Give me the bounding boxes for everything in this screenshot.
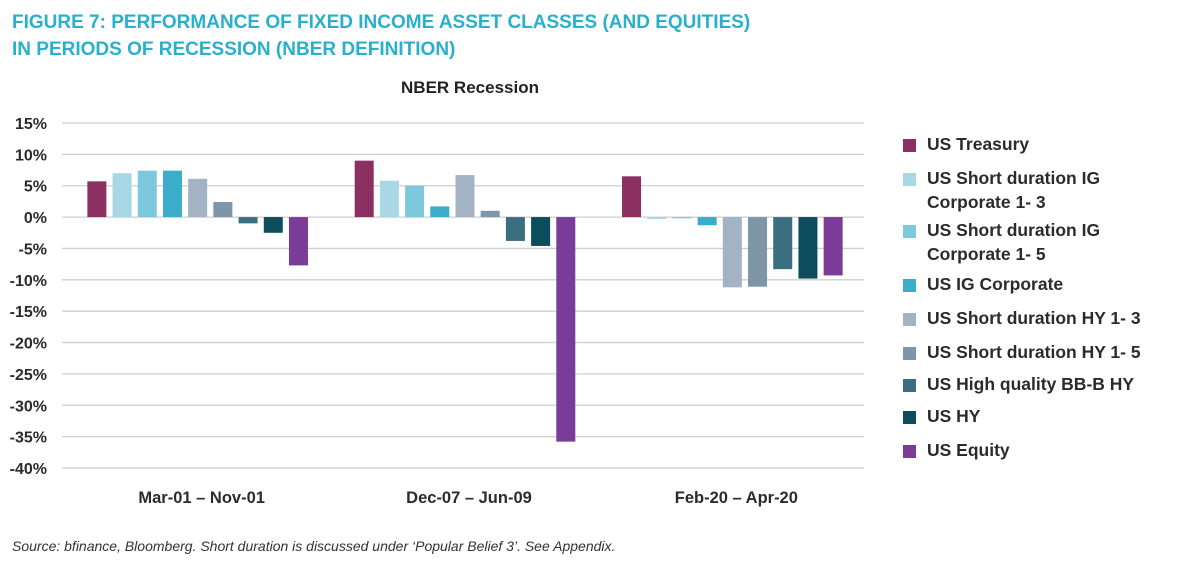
x-category-label: Mar-01 – Nov-01 xyxy=(138,489,265,507)
bar xyxy=(773,217,793,270)
legend-label: US Short duration IG Corporate 1- 3 xyxy=(927,168,1101,212)
bar xyxy=(263,217,283,233)
bar xyxy=(722,217,742,288)
bar xyxy=(505,217,525,241)
bar xyxy=(87,181,107,218)
y-tick-label: -15% xyxy=(10,304,47,321)
y-tick-label: 0% xyxy=(24,210,47,227)
bar xyxy=(379,180,399,218)
y-tick-label: -20% xyxy=(10,336,47,353)
bar xyxy=(137,170,157,218)
x-category-label: Feb-20 – Apr-20 xyxy=(675,489,798,507)
bar xyxy=(455,175,475,218)
legend-swatch xyxy=(903,379,916,392)
y-tick-label: -35% xyxy=(10,430,47,447)
bar xyxy=(405,185,425,218)
legend-label: US Treasury xyxy=(927,134,1030,154)
figure-title: FIGURE 7: PERFORMANCE OF FIXED INCOME AS… xyxy=(12,9,1012,63)
y-tick-label: -30% xyxy=(10,398,47,415)
legend-swatch xyxy=(903,411,916,424)
legend-label: US Short duration HY 1- 3 xyxy=(927,308,1141,328)
legend-swatch xyxy=(903,225,916,238)
bar xyxy=(238,217,258,224)
bar xyxy=(798,217,818,279)
legend-swatch xyxy=(903,313,916,326)
bar xyxy=(188,178,208,218)
legend-label: US High quality BB-B HY xyxy=(927,374,1135,394)
y-tick-label: 10% xyxy=(15,147,47,164)
bar xyxy=(531,217,551,246)
legend-swatch xyxy=(903,347,916,360)
legend-swatch xyxy=(903,279,916,292)
bar xyxy=(823,217,843,276)
bar xyxy=(213,202,233,218)
bar xyxy=(622,176,642,218)
bar xyxy=(556,217,576,442)
bar xyxy=(162,170,182,218)
legend-swatch xyxy=(903,173,916,186)
legend-swatch xyxy=(903,139,916,152)
legend-label: US HY xyxy=(927,406,981,426)
bar xyxy=(647,217,667,219)
bar xyxy=(112,173,132,218)
x-category-label: Dec-07 – Jun-09 xyxy=(406,489,532,507)
bar xyxy=(430,206,450,218)
figure-title-line-2: IN PERIODS OF RECESSION (NBER DEFINITION… xyxy=(12,39,456,60)
y-tick-label: 15% xyxy=(15,116,47,133)
y-tick-label: -10% xyxy=(10,273,47,290)
bar xyxy=(672,217,692,219)
bar xyxy=(288,217,308,266)
figure-title-line-1: FIGURE 7: PERFORMANCE OF FIXED INCOME AS… xyxy=(12,12,751,33)
y-tick-label: 5% xyxy=(24,179,47,196)
legend-label: US Short duration IG Corporate 1- 5 xyxy=(927,220,1101,264)
bar xyxy=(697,217,717,226)
source-note: Source: bfinance, Bloomberg. Short durat… xyxy=(12,538,616,554)
legend-swatch xyxy=(903,445,916,458)
y-tick-label: -40% xyxy=(10,461,47,478)
bar xyxy=(354,160,374,218)
legend-label: US Short duration HY 1- 5 xyxy=(927,342,1141,362)
legend-label: US Equity xyxy=(927,440,1010,460)
chart-title: NBER Recession xyxy=(401,78,539,97)
bar xyxy=(748,217,768,287)
y-tick-label: -25% xyxy=(10,367,47,384)
y-tick-label: -5% xyxy=(19,241,47,258)
bar xyxy=(480,210,500,218)
legend-label: US IG Corporate xyxy=(927,274,1064,294)
